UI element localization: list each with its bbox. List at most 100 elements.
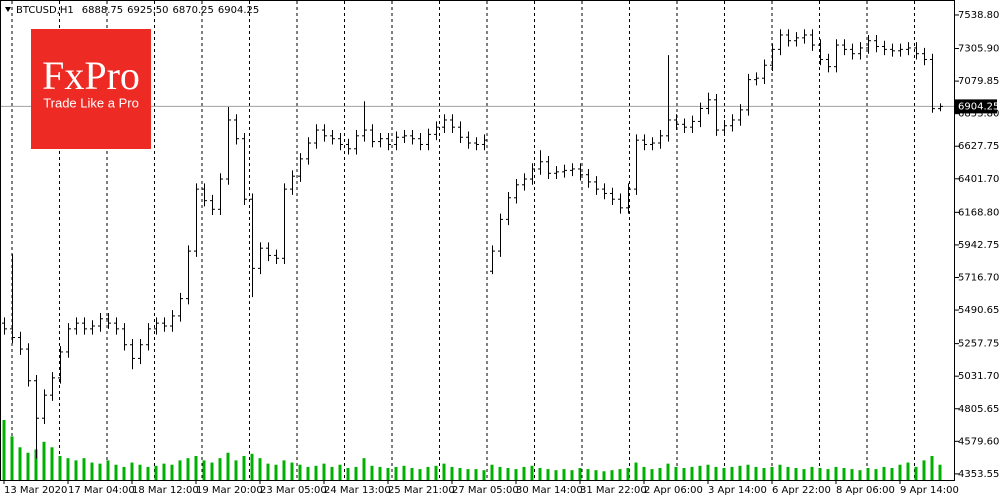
volume-bar — [658, 468, 662, 480]
volume-bar — [482, 470, 486, 480]
plot-frame — [0, 0, 955, 481]
volume-bar — [274, 464, 278, 480]
volume-bar — [378, 466, 382, 480]
volume-bar — [394, 466, 398, 480]
volume-bar — [442, 463, 446, 480]
volume-bar — [210, 462, 214, 480]
logo-box — [31, 29, 151, 149]
volume-bar — [306, 466, 310, 480]
y-tick-label: 5031.70 — [958, 371, 999, 382]
header-symbol: BTCUSD,H1 — [16, 5, 74, 16]
volume-bar — [450, 466, 454, 480]
volume-bar — [18, 447, 22, 480]
x-tick-label: 2 Apr 06:00 — [644, 485, 703, 496]
volume-bar — [490, 464, 494, 480]
volume-bar — [10, 436, 14, 480]
volume-bar — [330, 466, 334, 480]
volume-bar — [730, 466, 734, 480]
volume-bar — [82, 458, 86, 480]
volume-bar — [458, 468, 462, 480]
volume-bar — [178, 460, 182, 480]
volume-bar — [42, 441, 46, 480]
volume-bar — [674, 466, 678, 480]
volume-bar — [314, 465, 318, 480]
volume-bar — [714, 466, 718, 480]
volume-bar — [2, 420, 6, 480]
volume-bar — [514, 469, 518, 480]
volume-bar — [106, 460, 110, 480]
volume-bar — [298, 464, 302, 480]
volume-bar — [98, 463, 102, 480]
y-tick-label: 4805.65 — [958, 404, 999, 415]
current-price-box — [955, 99, 997, 114]
separators — [11, 1, 915, 480]
x-tick-label: 18 Mar 12:00 — [132, 485, 199, 496]
y-tick-label: 5257.75 — [958, 339, 999, 350]
volume-bar — [770, 466, 774, 480]
x-tick-label: 6 Apr 22:00 — [772, 485, 831, 496]
volume-bar — [738, 465, 742, 480]
menu-arrow — [5, 7, 11, 12]
volume-bar — [362, 458, 366, 480]
volume-bar — [402, 465, 406, 480]
volume-bar — [282, 460, 286, 480]
volume-bar — [866, 468, 870, 480]
x-tick-label: 25 Mar 21:00 — [388, 485, 455, 496]
volume-bar — [682, 468, 686, 480]
volume-bar — [154, 465, 158, 480]
volume-bar — [642, 466, 646, 480]
volume-bar — [50, 447, 54, 480]
x-tick-label: 8 Apr 06:00 — [836, 485, 895, 496]
y-tick-label: 7079.85 — [958, 76, 999, 87]
header-value: 6888.75 — [82, 5, 123, 16]
volume-bar — [826, 469, 830, 480]
volume-bar — [538, 468, 542, 480]
volume-bar — [498, 466, 502, 480]
x-tick-label: 19 Mar 20:00 — [196, 485, 263, 496]
volume-bar — [930, 456, 934, 480]
y-tick-label: 6401.70 — [958, 174, 999, 185]
x-tick-label: 3 Apr 14:00 — [708, 485, 767, 496]
volume-bar — [130, 462, 134, 480]
volume-bar — [426, 466, 430, 480]
volume-bar — [586, 469, 590, 480]
volume-bar — [226, 452, 230, 480]
y-tick-label: 5716.70 — [958, 272, 999, 283]
volume-bar — [522, 466, 526, 480]
volume-bar — [170, 464, 174, 480]
volume-bar — [890, 468, 894, 480]
volume-bar — [594, 470, 598, 480]
volume-bar — [570, 470, 574, 480]
y-tick-label: 4579.60 — [958, 436, 999, 447]
volume-bar — [562, 469, 566, 480]
x-tick-label: 13 Mar 2020 — [4, 485, 67, 496]
volume-bar — [754, 466, 758, 480]
volume-bar — [26, 452, 30, 480]
volume-bar — [290, 462, 294, 480]
y-tick-label: 4353.55 — [958, 469, 999, 480]
y-tick-label: 7538.80 — [958, 10, 999, 21]
volume-bar — [250, 453, 254, 480]
volume-bar — [386, 468, 390, 480]
volume-bar — [610, 470, 614, 480]
volume-bar — [554, 470, 558, 480]
volume-bar — [90, 462, 94, 480]
y-tick-label: 6168.80 — [958, 207, 999, 218]
volume-bar — [578, 468, 582, 480]
y-tick-label: 5942.75 — [958, 240, 999, 251]
volume-bar — [546, 469, 550, 480]
volume-bar — [354, 466, 358, 480]
volume-bar — [778, 464, 782, 480]
volume-bar — [466, 469, 470, 480]
volume-bar — [858, 470, 862, 480]
volume-bar — [506, 468, 510, 480]
volume-bar — [258, 458, 262, 480]
volume-bar — [874, 469, 878, 480]
x-tick-label: 27 Mar 05:00 — [452, 485, 519, 496]
y-tick-label: 5490.65 — [958, 305, 999, 316]
x-tick-label: 17 Mar 04:00 — [68, 485, 135, 496]
volume-bar — [114, 464, 118, 480]
y-tick-label: 6853.80 — [958, 109, 999, 120]
volume-bar — [666, 463, 670, 480]
